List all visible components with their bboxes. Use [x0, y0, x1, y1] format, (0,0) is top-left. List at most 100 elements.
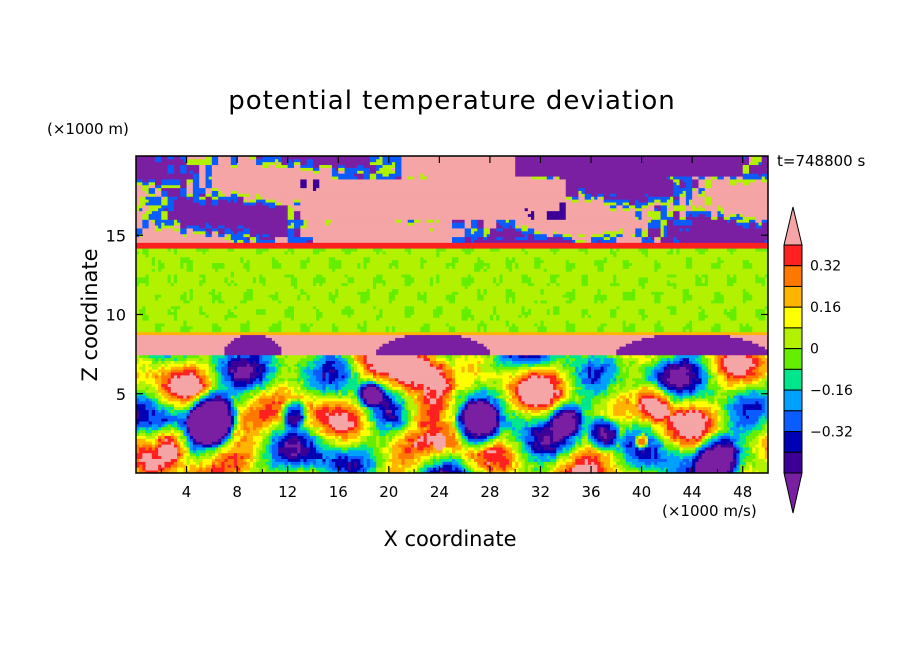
contour-cell: [445, 398, 453, 402]
contour-cell: [474, 369, 478, 373]
contour-cell: [164, 467, 172, 471]
contour-cell: [641, 363, 655, 367]
contour-cell: [341, 375, 345, 379]
contour-cell: [230, 424, 235, 428]
contour-cell: [717, 412, 725, 416]
contour-cell: [410, 449, 424, 454]
contour-cell: [742, 337, 768, 341]
contour-cell: [559, 375, 567, 379]
contour-cell: [632, 377, 646, 382]
contour-cell: [271, 357, 279, 362]
contour-cell: [613, 357, 617, 362]
contour-cell: [458, 409, 462, 413]
contour-cell: [281, 366, 289, 370]
contour-cell: [714, 429, 718, 434]
contour-cell: [660, 380, 665, 385]
contour-cell: [752, 297, 768, 301]
contour-cell: [707, 314, 728, 318]
contour-cell: [192, 326, 213, 330]
contour-cell: [496, 415, 500, 419]
contour-cell: [717, 435, 721, 439]
contour-cell: [534, 429, 538, 434]
contour-cell: [335, 323, 358, 327]
contour-cell: [369, 366, 437, 370]
contour-cell: [414, 409, 418, 413]
contour-cell: [736, 317, 759, 321]
contour-cell: [537, 323, 541, 327]
contour-cell: [464, 366, 469, 370]
contour-cell: [211, 288, 216, 292]
contour-cell: [628, 424, 633, 428]
contour-cell: [395, 415, 399, 419]
contour-cell: [489, 464, 500, 468]
contour-cell: [161, 426, 172, 431]
contour-cell: [189, 432, 225, 436]
contour-cell: [755, 444, 763, 448]
contour-cell: [685, 412, 703, 416]
contour-cell: [534, 403, 538, 408]
contour-cell: [227, 395, 232, 399]
contour-cell: [600, 449, 614, 454]
contour-cell: [591, 403, 595, 408]
contour-cell: [698, 311, 706, 315]
contour-cell: [575, 375, 579, 379]
contour-cell: [695, 386, 706, 390]
contour-cell: [518, 455, 522, 459]
contour-cell: [186, 409, 191, 413]
contour-cell: [233, 426, 238, 431]
contour-cell: [591, 398, 601, 402]
contour-cell: [739, 467, 744, 471]
contour-cell: [698, 360, 703, 364]
contour-cell: [268, 369, 276, 373]
contour-cell: [651, 360, 658, 364]
contour-cell: [695, 464, 731, 468]
contour-cell: [426, 386, 431, 390]
contour-cell: [493, 406, 497, 410]
contour-cell: [379, 432, 387, 436]
contour-cell: [404, 305, 415, 310]
contour-cell: [325, 360, 336, 364]
contour-cell: [237, 409, 241, 413]
contour-cell: [692, 455, 696, 459]
contour-cell: [622, 291, 636, 295]
contour-cell: [208, 395, 216, 399]
contour-cell: [404, 447, 412, 451]
contour-cell: [676, 412, 684, 416]
contour-cell: [385, 389, 393, 393]
contour-cell: [521, 449, 529, 454]
contour-cell: [281, 326, 301, 330]
contour-cell: [562, 400, 570, 405]
contour-cell: [730, 461, 737, 465]
contour-cell: [407, 403, 418, 408]
contour-cell: [467, 400, 478, 405]
contour-cell: [685, 328, 690, 333]
contour-cell: [720, 392, 737, 396]
contour-cell: [524, 409, 529, 413]
contour-cell: [205, 380, 213, 385]
contour-cell: [616, 305, 620, 310]
contour-cell: [726, 395, 731, 399]
contour-cell: [600, 438, 611, 442]
contour-cell: [369, 412, 374, 416]
contour-cell: [385, 441, 390, 445]
contour-cell: [758, 418, 768, 422]
contour-cell: [692, 409, 696, 413]
contour-cell: [581, 418, 586, 422]
contour-cell: [584, 435, 589, 439]
contour-cell: [284, 406, 289, 410]
contour-cell: [717, 409, 725, 413]
contour-cell: [594, 375, 601, 379]
contour-cell: [692, 470, 696, 473]
contour-cell: [423, 461, 434, 465]
contour-cell: [755, 372, 763, 376]
contour-cell: [385, 467, 390, 471]
contour-cell: [357, 435, 361, 439]
contour-cell: [565, 438, 570, 442]
contour-cell: [373, 279, 387, 284]
contour-cell: [300, 421, 304, 425]
contour-cell: [651, 421, 655, 425]
contour-cell: [382, 449, 390, 454]
contour-cell: [173, 308, 178, 313]
contour-cell: [587, 360, 592, 364]
contour-cell: [628, 395, 633, 399]
